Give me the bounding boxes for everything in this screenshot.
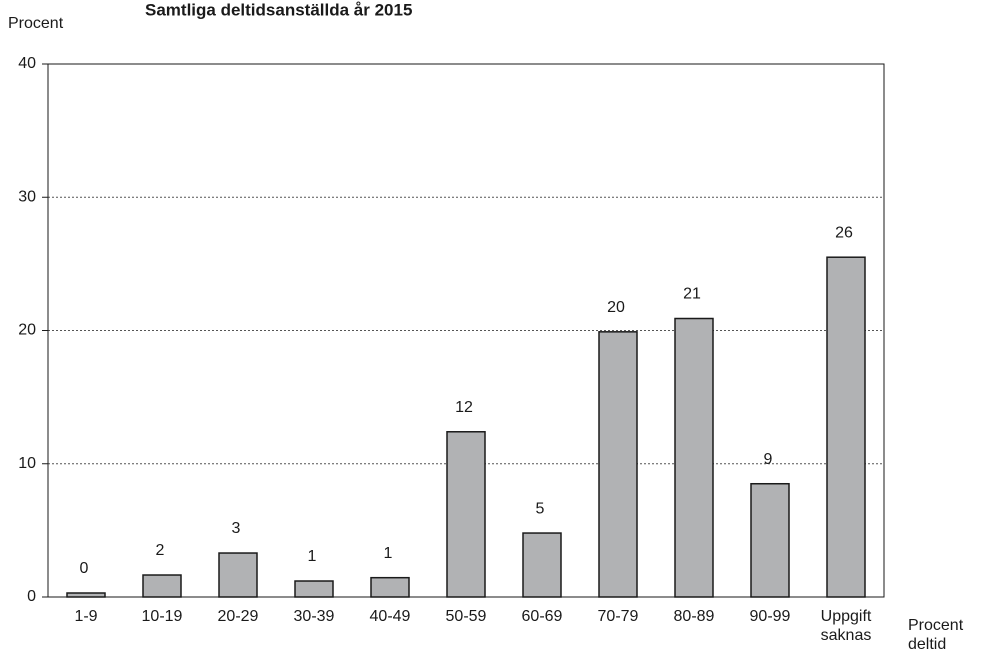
bar	[750, 482, 790, 598]
x-tick-label: 90-99	[749, 608, 791, 625]
bar	[522, 532, 562, 598]
value-label: 9	[764, 451, 773, 468]
y-tick-label: 20	[18, 322, 36, 339]
value-label: 20	[607, 299, 625, 316]
value-label: 5	[536, 500, 545, 517]
bar	[218, 552, 258, 598]
bar	[142, 574, 182, 598]
x-tick-label: 60-69	[521, 608, 563, 625]
x-tick-label: 40-49	[369, 608, 411, 625]
bar	[370, 576, 410, 598]
x-tick-label: Uppgift saknas	[820, 608, 872, 644]
value-label: 2	[156, 542, 165, 559]
value-label: 21	[683, 286, 701, 303]
value-label: 1	[308, 548, 317, 565]
y-tick-label: 30	[18, 188, 36, 205]
x-tick-label: 20-29	[217, 608, 259, 625]
bar	[66, 592, 106, 598]
bar	[674, 317, 714, 598]
value-label: 1	[384, 545, 393, 562]
y-axis-label: Procent	[8, 15, 64, 32]
y-tick-label: 10	[18, 455, 36, 472]
x-axis-label: Procent deltid	[908, 617, 964, 653]
value-label: 3	[232, 520, 241, 537]
chart-title: Samtliga deltidsanställda år 2015	[145, 0, 412, 19]
value-label: 0	[80, 560, 89, 577]
x-tick-label: 70-79	[597, 608, 639, 625]
y-tick-label: 0	[27, 588, 36, 605]
bar	[446, 431, 486, 598]
x-tick-label: 50-59	[445, 608, 487, 625]
value-label: 12	[455, 399, 473, 416]
bar	[826, 256, 866, 598]
value-label: 26	[835, 224, 853, 241]
x-tick-label: 80-89	[673, 608, 715, 625]
x-tick-label: 10-19	[141, 608, 183, 625]
bar	[294, 580, 334, 598]
x-tick-label: 30-39	[293, 608, 335, 625]
x-tick-label: 1-9	[74, 608, 98, 625]
y-tick-label: 40	[18, 55, 36, 72]
bar	[598, 331, 638, 598]
